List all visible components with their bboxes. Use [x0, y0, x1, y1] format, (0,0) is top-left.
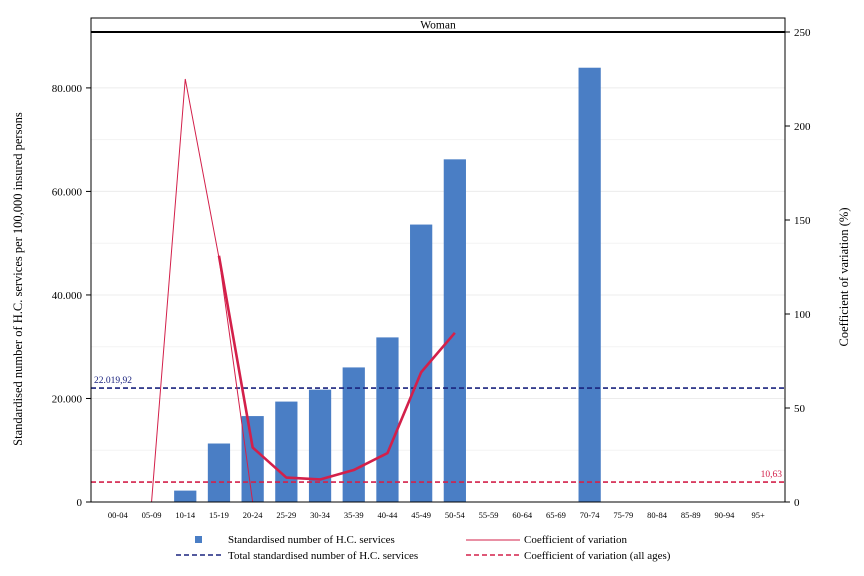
bars [174, 67, 601, 503]
bar-15-19 [207, 443, 231, 502]
bar-50-54 [443, 159, 466, 502]
x-tick-label: 80-84 [647, 510, 668, 520]
cv-line [117, 78, 759, 503]
y-tick-label: 0 [77, 497, 83, 509]
grid [91, 87, 785, 451]
x-tick-label: 30-34 [310, 510, 331, 520]
bar-35-39 [342, 367, 365, 502]
x-tick-label: 70-74 [580, 510, 601, 520]
legend: Standardised number of H.C. services Coe… [176, 534, 671, 562]
panel-title: Woman [420, 20, 456, 32]
x-tick-label: 15-19 [209, 510, 229, 520]
x-tick-label: 95+ [752, 510, 766, 520]
y2-tick-label: 200 [794, 121, 811, 133]
legend-cv-label: Coefficient of variation [524, 534, 628, 546]
y-tick-label: 40.000 [52, 290, 83, 302]
bar-20-24 [241, 416, 264, 502]
y-tick-label: 80.000 [52, 83, 83, 95]
total-ref-label: 22.019,92 [94, 376, 132, 386]
cv-all-ref-label: 10,63 [761, 470, 783, 480]
y2-axis-title: Coefficient of variation (%) [837, 208, 851, 347]
x-axis-ticks: 00-04 05-09 10-14 15-19 20-24 25-29 30-34 35-39… [108, 510, 765, 520]
plot-frame [90, 17, 786, 503]
x-tick-label: 65-69 [546, 510, 566, 520]
legend-bar-swatch [195, 536, 202, 543]
bar-45-49 [410, 224, 433, 503]
bar-25-29 [275, 401, 298, 502]
y2-axis-ticks: 0 50 100 150 200 250 [785, 27, 811, 509]
x-tick-label: 45-49 [411, 510, 431, 520]
bar-70-74 [578, 67, 601, 503]
x-tick-label: 20-24 [243, 510, 264, 520]
y2-tick-label: 50 [794, 403, 806, 415]
y2-tick-label: 100 [794, 309, 811, 321]
x-tick-label: 10-14 [175, 510, 196, 520]
x-tick-label: 85-89 [681, 510, 701, 520]
x-tick-label: 00-04 [108, 510, 129, 520]
y2-tick-label: 150 [794, 215, 811, 227]
y-axis-ticks: 0 20.000 40.000 60.000 80.000 [52, 83, 91, 509]
y2-tick-label: 250 [794, 27, 811, 39]
x-tick-label: 35-39 [344, 510, 364, 520]
legend-cv-all-label: Coefficient of variation (all ages) [524, 550, 671, 562]
y-tick-label: 60.000 [52, 186, 83, 198]
bar-30-34 [308, 389, 332, 502]
x-tick-label: 25-29 [276, 510, 296, 520]
y2-tick-label: 0 [794, 497, 800, 509]
legend-total-label: Total standardised number of H.C. servic… [228, 550, 418, 562]
cv-thick-line [217, 255, 456, 481]
bar-10-14 [174, 490, 197, 502]
x-tick-label: 05-09 [142, 510, 162, 520]
bar-40-44 [376, 337, 399, 502]
x-tick-label: 50-54 [445, 510, 466, 520]
y-tick-label: 20.000 [52, 393, 83, 405]
x-tick-label: 60-64 [512, 510, 533, 520]
x-tick-label: 55-59 [479, 510, 499, 520]
x-tick-label: 75-79 [613, 510, 633, 520]
x-tick-label: 90-94 [715, 510, 736, 520]
x-tick-label: 40-44 [378, 510, 399, 520]
y-axis-title: Standardised number of H.C. services per… [11, 112, 25, 446]
legend-bar-label: Standardised number of H.C. services [228, 534, 395, 546]
